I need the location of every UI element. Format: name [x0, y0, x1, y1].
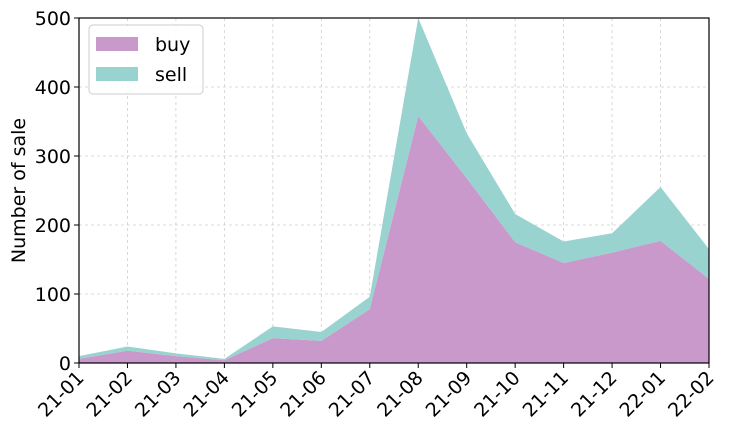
x-tick-label: 21-03 — [131, 367, 186, 422]
x-tick-label: 21-01 — [34, 367, 89, 422]
x-tick-label: 21-05 — [228, 367, 283, 422]
y-tick-label: 0 — [59, 353, 71, 375]
y-axis-ticks: 0 100 200 300 400 500 — [35, 8, 79, 375]
y-tick-label: 200 — [35, 215, 71, 237]
y-tick-label: 500 — [35, 8, 71, 30]
area-buy — [79, 115, 709, 363]
legend: buy sell — [88, 24, 204, 95]
x-tick-label: 21-08 — [373, 367, 428, 422]
x-tick-label: 21-06 — [276, 367, 331, 422]
legend-label-sell: sell — [155, 64, 187, 86]
area-series — [79, 18, 709, 363]
legend-label-buy: buy — [155, 34, 190, 56]
x-axis-ticks: 21-0121-0221-0321-0421-0521-0621-0721-08… — [34, 363, 719, 422]
x-tick-label: 22-01 — [615, 367, 670, 422]
y-tick-label: 300 — [35, 146, 71, 168]
x-tick-label: 21-12 — [567, 367, 622, 422]
legend-swatch-sell — [96, 67, 138, 81]
y-axis-label: Number of sale — [8, 118, 30, 263]
x-tick-label: 21-11 — [519, 367, 574, 422]
y-tick-label: 400 — [35, 77, 71, 99]
x-tick-label: 22-02 — [664, 367, 719, 422]
x-tick-label: 21-02 — [82, 367, 137, 422]
area-sell — [79, 18, 709, 361]
x-tick-label: 21-10 — [470, 367, 525, 422]
x-tick-label: 21-07 — [325, 367, 380, 422]
y-tick-label: 100 — [35, 284, 71, 306]
legend-swatch-buy — [96, 37, 138, 51]
plot-frame — [78, 17, 710, 364]
x-tick-label: 21-09 — [422, 367, 477, 422]
x-tick-label: 21-04 — [179, 367, 234, 422]
